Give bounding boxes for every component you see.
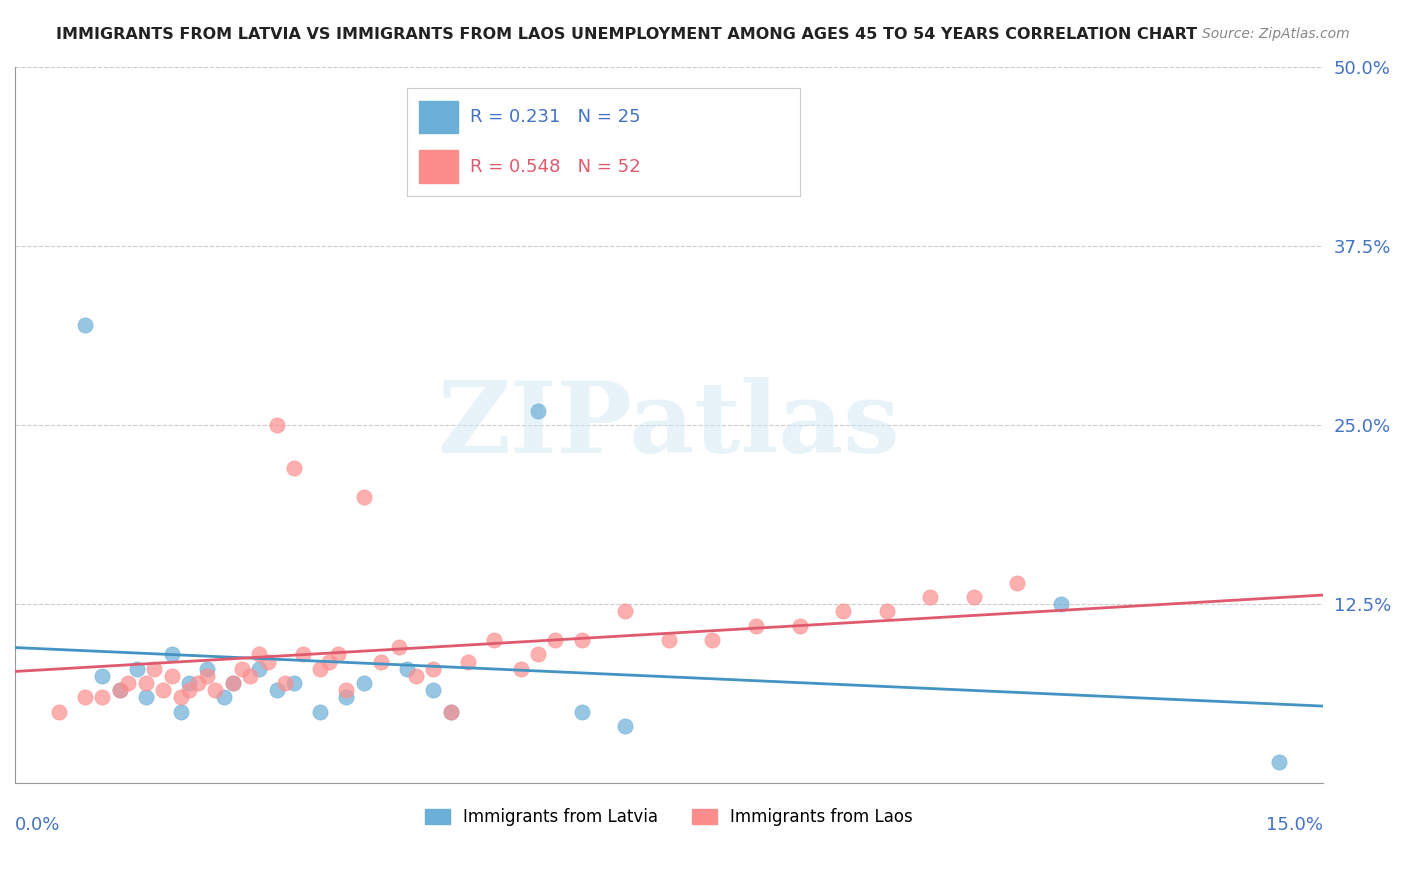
Point [789,619,811,633]
Point [135,676,157,690]
Text: ZIPatlas: ZIPatlas [437,376,900,474]
Point [266,683,288,698]
Point [405,669,427,683]
Point [963,590,986,604]
Point [335,683,357,698]
Point [283,461,305,475]
Point [457,655,479,669]
Point [527,403,550,417]
Point [614,604,637,618]
Point [73,690,96,705]
Point [876,604,898,618]
Point [222,676,245,690]
Point [422,662,444,676]
Point [484,633,506,648]
Point [152,683,174,698]
Point [108,683,131,698]
Point [1050,597,1073,611]
Point [353,676,375,690]
Point [326,648,349,662]
Point [309,705,332,719]
Point [160,669,183,683]
Point [160,648,183,662]
Point [335,690,357,705]
Point [1007,575,1029,590]
Point [231,662,253,676]
Point [544,633,567,648]
Point [187,676,209,690]
Point [440,705,463,719]
Point [370,655,392,669]
Point [247,648,270,662]
Point [195,669,218,683]
Point [396,662,419,676]
Point [266,418,288,433]
Point [91,669,114,683]
Point [745,619,768,633]
Point [169,690,191,705]
Point [247,662,270,676]
Point [204,683,226,698]
Point [73,318,96,332]
Point [179,676,201,690]
Point [509,662,531,676]
Point [571,705,593,719]
Point [309,662,332,676]
Point [108,683,131,698]
Text: 0.0%: 0.0% [15,816,60,834]
Text: IMMIGRANTS FROM LATVIA VS IMMIGRANTS FROM LAOS UNEMPLOYMENT AMONG AGES 45 TO 54 : IMMIGRANTS FROM LATVIA VS IMMIGRANTS FRO… [56,27,1198,42]
Point [702,633,724,648]
Text: 15.0%: 15.0% [1265,816,1323,834]
Point [614,719,637,733]
Point [353,490,375,504]
Legend: Immigrants from Latvia, Immigrants from Laos: Immigrants from Latvia, Immigrants from … [418,801,920,832]
Point [256,655,278,669]
Point [920,590,942,604]
Point [239,669,262,683]
Point [571,633,593,648]
Point [125,662,148,676]
Point [274,676,297,690]
Point [440,705,463,719]
Point [318,655,340,669]
Point [283,676,305,690]
Point [195,662,218,676]
Point [143,662,166,676]
Point [222,676,245,690]
Point [422,683,444,698]
Point [527,648,550,662]
Point [179,683,201,698]
Point [1268,755,1291,769]
Point [387,640,409,655]
Text: Source: ZipAtlas.com: Source: ZipAtlas.com [1202,27,1350,41]
Point [169,705,191,719]
Point [48,705,70,719]
Point [832,604,855,618]
Point [658,633,681,648]
Point [212,690,235,705]
Point [91,690,114,705]
Point [117,676,139,690]
Point [135,690,157,705]
Point [291,648,314,662]
